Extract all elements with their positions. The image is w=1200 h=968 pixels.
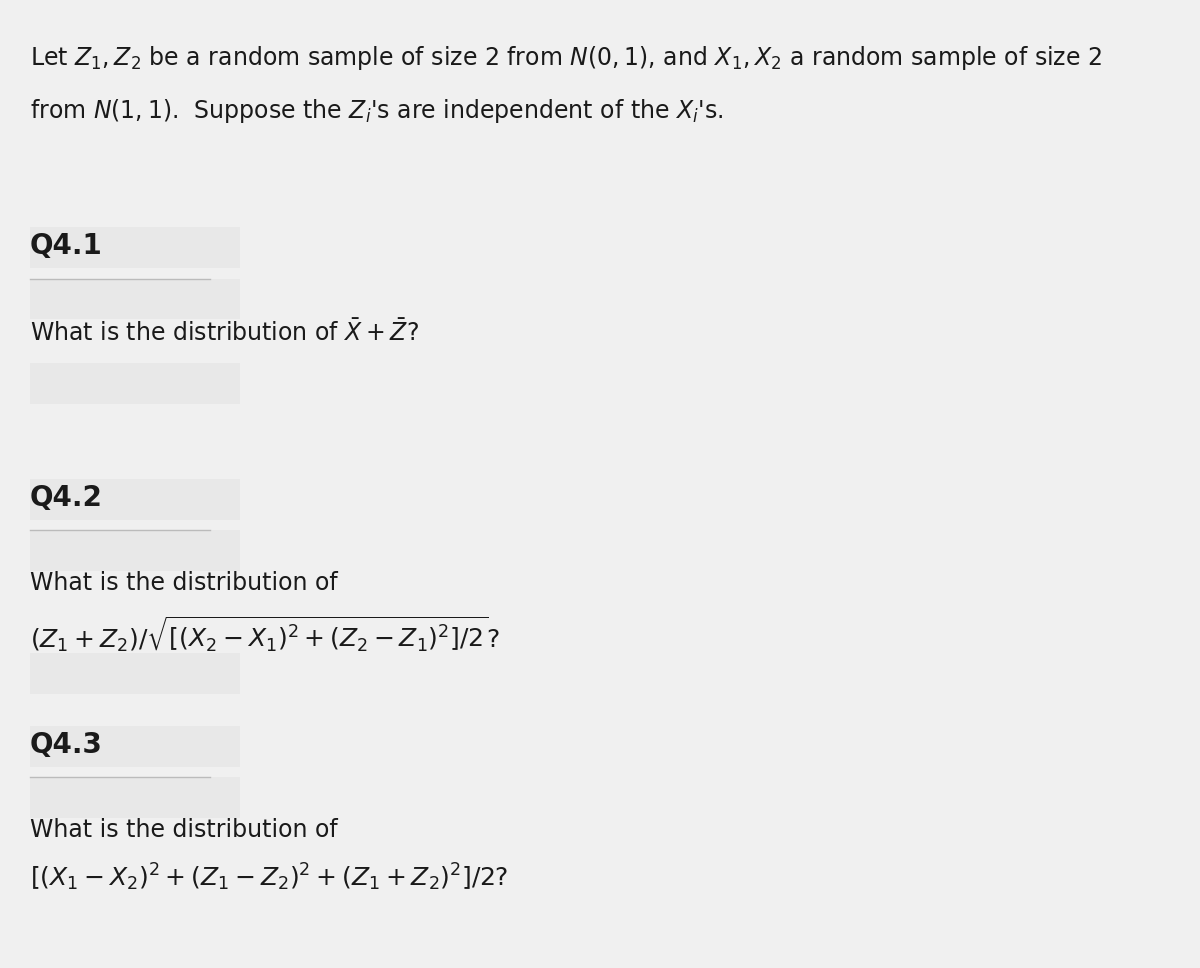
Text: What is the distribution of: What is the distribution of bbox=[30, 571, 337, 595]
Text: What is the distribution of $\bar{X} + \bar{Z}$?: What is the distribution of $\bar{X} + \… bbox=[30, 319, 419, 347]
Text: Q4.1: Q4.1 bbox=[30, 232, 103, 260]
Text: Let $Z_1, Z_2$ be a random sample of size 2 from $N(0, 1)$, and $X_1, X_2$ a ran: Let $Z_1, Z_2$ be a random sample of siz… bbox=[30, 44, 1102, 72]
Text: What is the distribution of: What is the distribution of bbox=[30, 818, 337, 842]
Text: from $N(1, 1)$.  Suppose the $Z_i$'s are independent of the $X_i$'s.: from $N(1, 1)$. Suppose the $Z_i$'s are … bbox=[30, 97, 724, 125]
Text: $[(X_1 - X_2)^2 + (Z_1 - Z_2)^2 + (Z_1 + Z_2)^2]/2$?: $[(X_1 - X_2)^2 + (Z_1 - Z_2)^2 + (Z_1 +… bbox=[30, 862, 509, 892]
Text: Q4.2: Q4.2 bbox=[30, 484, 103, 512]
Text: Q4.3: Q4.3 bbox=[30, 731, 103, 759]
Text: $(Z_1 + Z_2)/\sqrt{[(X_2 - X_1)^2 + (Z_2 - Z_1)^2]/2}$?: $(Z_1 + Z_2)/\sqrt{[(X_2 - X_1)^2 + (Z_2… bbox=[30, 615, 499, 654]
